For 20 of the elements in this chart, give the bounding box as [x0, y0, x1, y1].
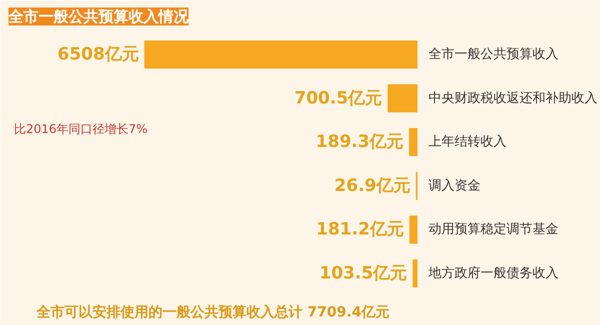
y-tick-label: 全市一般公共预算收入: [428, 47, 558, 62]
bar: [144, 40, 418, 69]
data-label: 181.2亿元: [316, 220, 404, 240]
chart-title: 全市一般公共预算收入情况: [8, 8, 190, 26]
bar: [412, 259, 418, 288]
data-label: 6508亿元: [58, 44, 139, 65]
annotation: 比2016年同口径增长7%: [14, 122, 148, 136]
text: 全市可以安排使用的一般公共预算收入总计 7709.4亿元: [36, 304, 390, 320]
bar: [409, 128, 418, 156]
data-label: 103.5亿元: [319, 263, 408, 284]
y-tick-label: 地方政府一般债务收入: [428, 264, 558, 281]
bar: [409, 216, 418, 244]
y-tick-label: 中央财政税收返还和补助收入: [428, 90, 598, 106]
y-tick-label: 动用预算稳定调节基金: [428, 222, 558, 238]
y-tick-label: 上年结转收入: [428, 134, 506, 150]
data-label: 189.3亿元: [316, 132, 404, 152]
bar: [388, 84, 418, 112]
data-label: 26.9亿元: [334, 176, 410, 196]
y-tick-label: 调入资金: [428, 178, 480, 194]
data-label: 700.5亿元: [294, 88, 382, 108]
